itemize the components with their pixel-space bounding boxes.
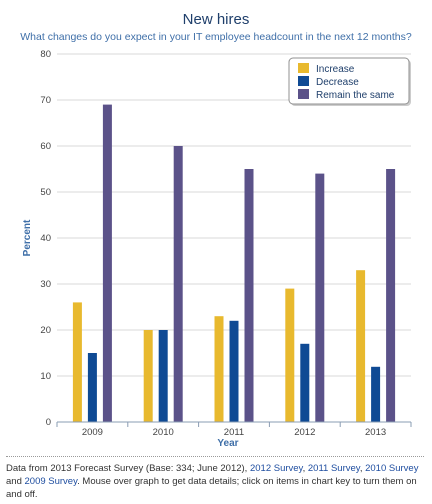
- link-2009-survey[interactable]: 2009 Survey: [24, 476, 78, 487]
- x-tick-label: 2010: [153, 427, 174, 438]
- legend[interactable]: Increase Decrease Remain the same: [288, 57, 411, 106]
- bar-remain-the-same-2013[interactable]: [386, 169, 396, 422]
- legend-item-increase[interactable]: Increase: [316, 64, 355, 75]
- bar-increase-2013[interactable]: [356, 270, 366, 422]
- bar-remain-the-same-2011[interactable]: [244, 169, 254, 422]
- legend-item-remain-the-same[interactable]: Remain the same: [316, 90, 395, 101]
- bar-remain-the-same-2012[interactable]: [315, 173, 325, 422]
- footnote-intro: Data from 2013 Forecast Survey (Base: 33…: [6, 463, 250, 474]
- legend-item-decrease[interactable]: Decrease: [316, 77, 359, 88]
- x-axis: 2009 2010 2011 2012 2013: [56, 421, 412, 438]
- gridlines: [57, 53, 411, 377]
- bar-decrease-2012[interactable]: [300, 343, 310, 422]
- x-tick-label: 2009: [82, 427, 103, 438]
- x-tick-label: 2013: [365, 427, 386, 438]
- y-tick-label: 0: [46, 417, 51, 428]
- y-axis-ticks: 0 10 20 30 40 50 60 70 80: [40, 49, 51, 428]
- footnote-divider: [6, 456, 424, 457]
- bar-decrease-2010[interactable]: [158, 330, 168, 422]
- bar-increase-2010[interactable]: [143, 330, 153, 422]
- bar-decrease-2013[interactable]: [371, 366, 381, 422]
- legend-box: [288, 57, 410, 105]
- bar-increase-2012[interactable]: [285, 288, 295, 422]
- link-2012-survey[interactable]: 2012 Survey: [249, 463, 303, 474]
- link-2010-survey[interactable]: 2010 Survey: [365, 463, 419, 474]
- legend-swatch[interactable]: [298, 89, 309, 99]
- bar-decrease-2009[interactable]: [87, 353, 97, 422]
- bar-remain-the-same-2010[interactable]: [173, 146, 183, 422]
- y-tick-label: 80: [40, 49, 51, 60]
- chart-subtitle: What changes do you expect in your IT em…: [20, 31, 412, 43]
- y-tick-label: 50: [40, 187, 51, 198]
- y-tick-label: 60: [40, 141, 51, 152]
- y-tick-label: 70: [40, 95, 51, 106]
- bar-chart[interactable]: New hires What changes do you expect in …: [0, 0, 432, 456]
- legend-swatch[interactable]: [298, 63, 309, 73]
- x-axis-title: Year: [217, 438, 238, 449]
- y-tick-label: 30: [40, 279, 51, 290]
- y-tick-label: 40: [40, 233, 51, 244]
- bars[interactable]: [72, 104, 396, 422]
- y-tick-label: 20: [40, 325, 51, 336]
- y-axis-title: Percent: [22, 219, 33, 256]
- link-2011-survey[interactable]: 2011 Survey: [307, 463, 360, 474]
- bar-increase-2009[interactable]: [72, 302, 82, 422]
- bar-decrease-2011[interactable]: [229, 320, 239, 422]
- bar-remain-the-same-2009[interactable]: [102, 104, 112, 422]
- x-tick-label: 2011: [224, 427, 244, 438]
- bar-increase-2011[interactable]: [214, 316, 224, 422]
- footnote-instructions: . Mouse over graph to get data details; …: [6, 476, 417, 500]
- x-tick-label: 2012: [294, 427, 315, 438]
- legend-swatch[interactable]: [298, 76, 309, 86]
- footnote: Data from 2013 Forecast Survey (Base: 33…: [6, 463, 419, 500]
- y-tick-label: 10: [40, 371, 51, 382]
- chart-title: New hires: [183, 11, 250, 28]
